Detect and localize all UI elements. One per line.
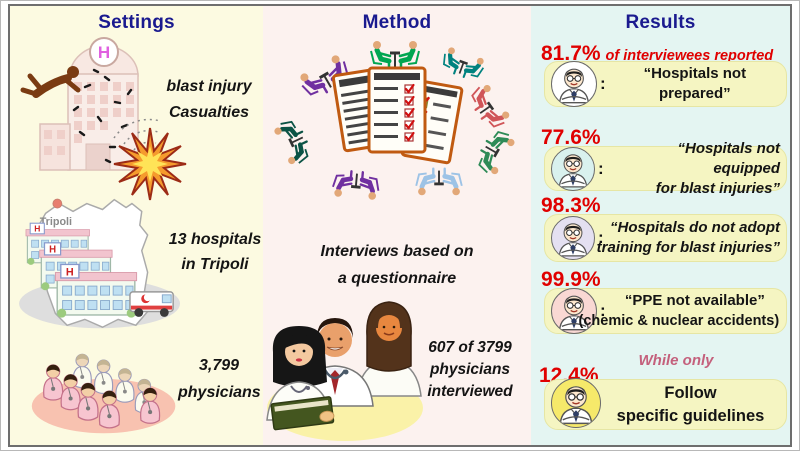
hospital-building-icon xyxy=(54,263,138,319)
hospital-windows xyxy=(44,82,134,155)
explosion-icon xyxy=(113,127,187,201)
settings-title: Settings xyxy=(98,12,175,33)
result-quote-5: Follow specific guidelines xyxy=(616,383,765,425)
interviews-caption-line1: Interviews based on xyxy=(320,243,474,260)
panel-settings: Settings H xyxy=(10,6,263,445)
result-colon-4: : xyxy=(600,301,606,320)
doctor-avatar-icon xyxy=(551,377,601,428)
result-percent-1-suffix: of interviewees reported xyxy=(605,48,774,64)
doctor-avatar-icon xyxy=(551,61,597,107)
physician-figure xyxy=(60,373,81,411)
blast-caption: blast injury Casualties xyxy=(157,74,261,126)
doctors-trio-illustration xyxy=(266,301,423,441)
hospitals-caption: 13 hospitals in Tripoli xyxy=(167,227,263,277)
hospital-blast-illustration: H xyxy=(20,37,187,201)
helipad-icon xyxy=(89,37,119,67)
physicians-caption-line1: 3,799 xyxy=(198,357,240,374)
interview-circle-illustration xyxy=(263,30,531,236)
physicians-group-illustration xyxy=(31,353,176,434)
result-quote-3: “Hospitals do not adopt training for bla… xyxy=(596,219,780,256)
result-box-1: : “Hospitals not prepared” xyxy=(544,61,787,107)
result-colon-3: : xyxy=(598,228,604,247)
result-percent-2: 77.6% xyxy=(541,126,601,149)
ambulance-icon xyxy=(129,291,174,317)
result-box-3: : “Hospitals do not adopt training for b… xyxy=(544,214,787,262)
panel-results: Results 81.7% of interviewees reported : … xyxy=(531,6,790,445)
result-box-2: : “Hospitals not equipped for blast inju… xyxy=(544,140,787,197)
blast-caption-line2: Casualties xyxy=(168,104,250,121)
physician-figure xyxy=(77,382,99,421)
questionnaire-stack-icon xyxy=(331,66,464,165)
hospitals-caption-line1: 13 hospitals xyxy=(168,231,262,248)
libya-map-illustration: H Tripoli xyxy=(19,198,181,329)
interview-pair-icon xyxy=(272,117,313,167)
blast-caption-line1: blast injury xyxy=(166,78,252,95)
physician-figure xyxy=(115,367,135,403)
tripoli-label: Tripoli xyxy=(40,216,72,228)
result-percent-1: 81.7% of interviewees reported xyxy=(541,43,773,67)
interview-pair-icon xyxy=(371,41,419,69)
results-title: Results xyxy=(625,12,696,33)
physicians-caption-line2: physicians xyxy=(178,384,261,401)
result-box-5: Follow specific guidelines xyxy=(544,377,787,430)
result-percent-3: 98.3% xyxy=(541,194,601,217)
doctor-hijab-figure xyxy=(356,301,422,397)
result-quote-4: “PPE not available” (chemic & nuclear ac… xyxy=(578,292,780,329)
result-quote-2: “Hospitals not equipped for blast injuri… xyxy=(655,139,780,197)
interviews-caption-line2: a questionnaire xyxy=(337,270,457,287)
physician-figure xyxy=(93,359,114,395)
interviews-caption: Interviews based on a questionnaire xyxy=(263,238,531,292)
tripoli-marker-icon xyxy=(52,198,63,209)
physician-figure xyxy=(98,390,120,429)
interview-pair-icon xyxy=(440,46,486,82)
doctor-avatar-icon xyxy=(551,216,595,260)
sample-caption-line1: 607 of 3799 xyxy=(428,339,512,356)
while-only-label: While only xyxy=(638,352,714,369)
infographic-frame: Settings H xyxy=(8,4,792,447)
interview-pair-icon xyxy=(332,170,380,200)
interview-pair-icon xyxy=(473,127,516,177)
sample-caption-line3: interviewed xyxy=(427,383,513,400)
hospitals-caption-line2: in Tripoli xyxy=(181,256,249,273)
result-percent-4: 99.9% xyxy=(541,268,601,291)
result-percent-1-value: 81.7% xyxy=(541,42,601,65)
panel-method: Method xyxy=(263,6,531,445)
result-quote-1: “Hospitals not prepared” xyxy=(643,65,747,102)
physician-figure xyxy=(43,363,64,401)
physician-figure xyxy=(140,387,161,424)
result-colon-2: : xyxy=(598,158,604,178)
helipad-letter: H xyxy=(98,43,110,62)
interview-pair-icon xyxy=(466,82,511,132)
doctor-avatar-icon xyxy=(551,146,595,191)
falling-person-icon xyxy=(20,66,81,98)
physicians-caption: 3,799 physicians xyxy=(178,352,261,406)
result-box-4: : “PPE not available” (chemic & nuclear … xyxy=(544,288,787,334)
method-title: Method xyxy=(362,12,432,33)
result-colon-1: : xyxy=(600,74,606,93)
interview-pair-icon xyxy=(416,169,462,196)
doctor-avatar-icon xyxy=(551,288,597,334)
sample-caption: 607 of 3799 physicians interviewed xyxy=(413,337,527,403)
clipboard-icon xyxy=(270,396,335,431)
sample-caption-line2: physicians xyxy=(429,361,511,378)
blast-waves-icon xyxy=(113,118,161,151)
debris-icon xyxy=(72,68,133,164)
